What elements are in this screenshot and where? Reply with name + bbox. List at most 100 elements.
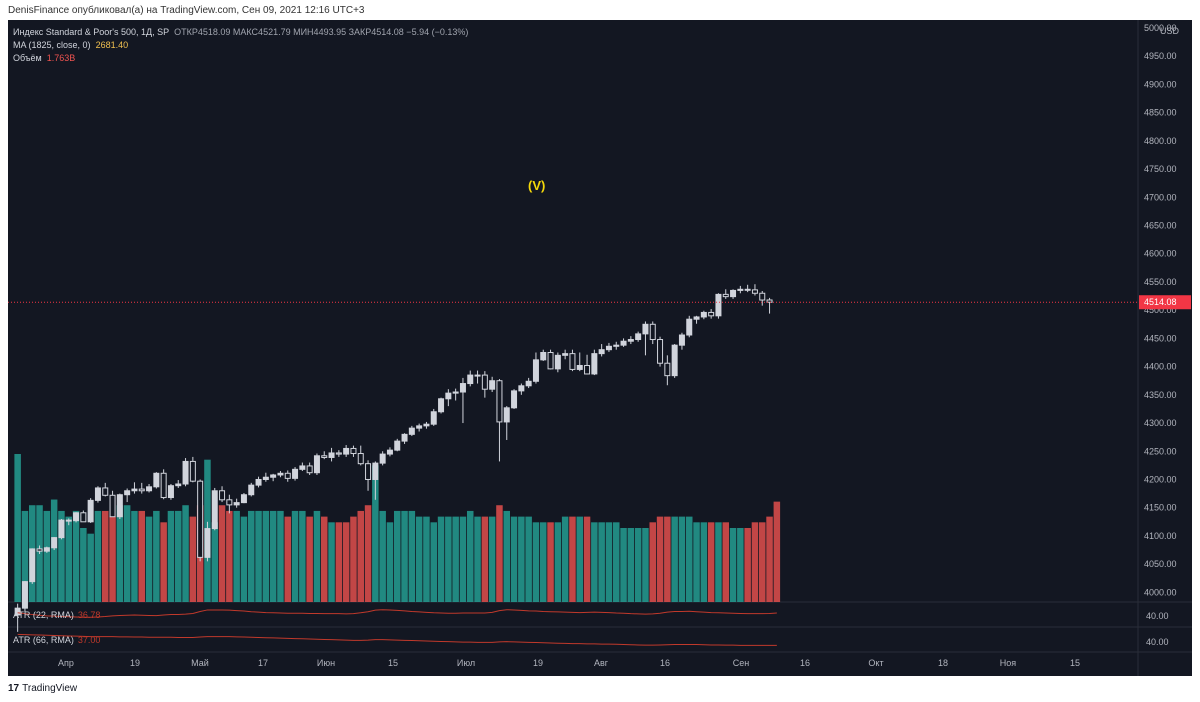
volume-bar (65, 516, 72, 602)
candle-up (94, 487, 101, 501)
volume-bar (131, 510, 138, 602)
volume-bar (591, 522, 598, 602)
legend-ma-row[interactable]: MA (1825, close, 0) 2681.40 (13, 39, 468, 52)
volume-bar (233, 510, 240, 602)
volume-bar (299, 510, 306, 602)
candle-up (635, 333, 642, 341)
candle-up (532, 359, 539, 382)
candle-up (518, 385, 525, 392)
atr2-line (17, 633, 777, 646)
time-tick-label: Авг (594, 658, 609, 668)
volume-bar (773, 501, 781, 602)
candle-down (36, 548, 43, 552)
time-axis[interactable]: Апр 19 Май 17 Июн 15 Июл 19 Авг 16 Сен 16 Окт 18 Ноя 15 (58, 658, 1080, 668)
candle-up (379, 453, 386, 464)
legend-volume-row[interactable]: Объём 1.763B (13, 52, 468, 65)
atr2-value: 37.00 (77, 635, 101, 645)
candle-down (65, 519, 72, 522)
candle-up (211, 490, 218, 530)
volume-bar (547, 522, 554, 602)
volume-bar (145, 516, 153, 602)
candle-down (189, 460, 196, 482)
symbol-title[interactable]: Индекс Standard & Poor's 500, 1Д, SP (13, 27, 170, 37)
candle-up (620, 340, 627, 346)
candle-down (102, 487, 109, 496)
candle-up (503, 407, 510, 423)
time-tick-label: 18 (938, 658, 948, 668)
volume-bar (583, 516, 591, 602)
volume-bar (21, 510, 29, 602)
volume-bar (255, 510, 262, 602)
candle-up (525, 380, 532, 387)
volume-bar (269, 510, 277, 602)
volume-value: 1.763B (46, 53, 76, 63)
candle-down (138, 488, 145, 492)
volume-bar (87, 533, 94, 602)
overlays: 4514.08 (V) (8, 178, 1191, 310)
price-tick-label: 4350.00 (1144, 390, 1177, 400)
candle-down (306, 465, 313, 474)
candle-up (540, 352, 547, 361)
volume-bar (14, 454, 21, 602)
volume-bar (291, 510, 299, 602)
candle-up (343, 447, 350, 455)
tradingview-logo[interactable]: 17 TradingView (8, 683, 77, 694)
tradingview-brand: TradingView (22, 683, 78, 694)
time-tick-label: Сен (733, 658, 750, 668)
currency-label: USD (1160, 26, 1180, 36)
volume-bar (481, 516, 489, 602)
candle-up (730, 289, 737, 298)
volume-bar (284, 516, 291, 602)
price-tick-label: 4750.00 (1144, 164, 1177, 174)
candle-up (613, 344, 620, 347)
candle-up (87, 499, 94, 523)
candle-down (708, 311, 715, 317)
volume-bar (328, 522, 335, 602)
candle-up (14, 607, 21, 616)
candles (14, 284, 773, 632)
candle-up (562, 353, 569, 356)
price-tick-label: 4850.00 (1144, 108, 1177, 118)
candle-up (372, 462, 379, 480)
volume-bar (401, 510, 408, 602)
candle-up (591, 353, 598, 375)
volume-bar (72, 510, 80, 602)
candle-down (722, 293, 729, 298)
price-tick-label: 4200.00 (1144, 474, 1177, 484)
volume-bar (109, 516, 116, 602)
atr1-legend[interactable]: ATR (22, RMA) 36.78 (13, 610, 100, 620)
price-tick-label: 4650.00 (1144, 221, 1177, 231)
volume-bar (43, 510, 51, 602)
atr2-legend[interactable]: ATR (66, RMA) 37.00 (13, 635, 100, 645)
atr1-value: 36.78 (77, 610, 101, 620)
chart-frame[interactable]: 4000.00 4050.00 4100.00 4150.00 4200.00 4250.… (8, 20, 1192, 676)
candle-down (109, 494, 116, 518)
candle-up (299, 465, 306, 470)
volume-bar (138, 510, 145, 602)
volume-bar (715, 522, 722, 602)
volume-bar (561, 516, 569, 602)
candle-down (649, 323, 656, 341)
volume-bar (102, 510, 109, 602)
volume-bar (423, 516, 430, 602)
volume-bar (248, 510, 255, 602)
candle-down (657, 339, 664, 364)
volume-bar (342, 522, 350, 602)
time-tick-label: 15 (388, 658, 398, 668)
volume-bar (430, 522, 437, 602)
volume-bar (116, 505, 124, 602)
candle-up (51, 537, 58, 549)
time-tick-label: Апр (58, 658, 74, 668)
volume-bar (335, 522, 343, 602)
volume-bar (613, 522, 620, 602)
price-tick-label: 4900.00 (1144, 79, 1177, 89)
candle-up (554, 354, 561, 370)
volume-bar (532, 522, 540, 602)
candle-up (715, 293, 722, 317)
wave-annotation: (V) (528, 178, 545, 193)
candle-up (700, 311, 707, 318)
volume-bar (240, 516, 248, 602)
candle-down (80, 512, 87, 523)
time-tick-label: 16 (660, 658, 670, 668)
candlestick-chart[interactable]: 4000.00 4050.00 4100.00 4150.00 4200.00 4250.… (8, 20, 1192, 676)
